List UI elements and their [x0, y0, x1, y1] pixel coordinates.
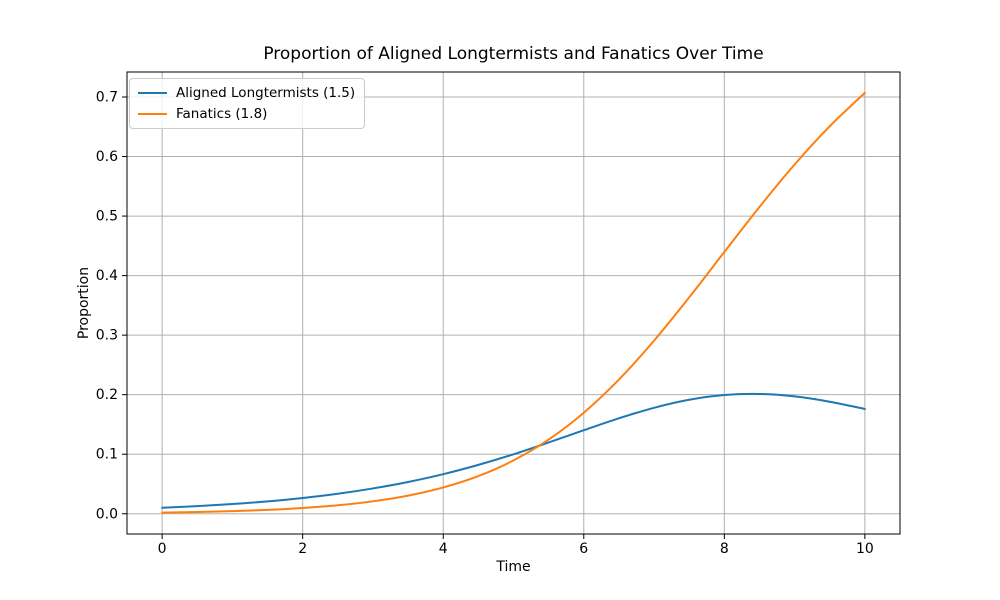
y-tick-label: 0.7	[96, 90, 118, 106]
y-tick-label: 0.0	[96, 506, 118, 522]
y-tick-label: 0.5	[96, 209, 118, 225]
y-axis-label: Proportion	[76, 266, 92, 340]
legend-label: Fanatics (1.8)	[176, 106, 268, 122]
legend-item: Aligned Longtermists (1.5)	[138, 85, 355, 101]
legend-line-sample-aligned-longtermists	[138, 92, 167, 94]
x-tick-label: 0	[158, 541, 167, 557]
legend-label: Aligned Longtermists (1.5)	[176, 85, 356, 101]
series-line-aligned-longtermists-1-5	[161, 392, 866, 509]
axes-spines	[126, 71, 901, 535]
y-tick-label: 0.2	[96, 387, 118, 403]
x-tick-label: 10	[856, 541, 874, 557]
x-tick-label: 2	[298, 541, 307, 557]
legend: Aligned Longtermists (1.5) Fanatics (1.8…	[129, 78, 366, 129]
y-tick-label: 0.6	[96, 149, 118, 165]
series-line-fanatics-1-8	[161, 91, 866, 514]
chart-title: Proportion of Aligned Longtermists and F…	[263, 44, 764, 64]
x-axis-label: Time	[496, 559, 531, 575]
y-tick-label: 0.4	[96, 268, 118, 284]
y-tick-label: 0.1	[96, 447, 118, 463]
x-tick-label: 4	[439, 541, 448, 557]
x-tick-label: 6	[579, 541, 588, 557]
legend-line-sample-fanatics	[138, 113, 167, 115]
y-tick-label: 0.3	[96, 328, 118, 344]
x-tick-label: 8	[720, 541, 729, 557]
legend-item: Fanatics (1.8)	[138, 106, 355, 122]
